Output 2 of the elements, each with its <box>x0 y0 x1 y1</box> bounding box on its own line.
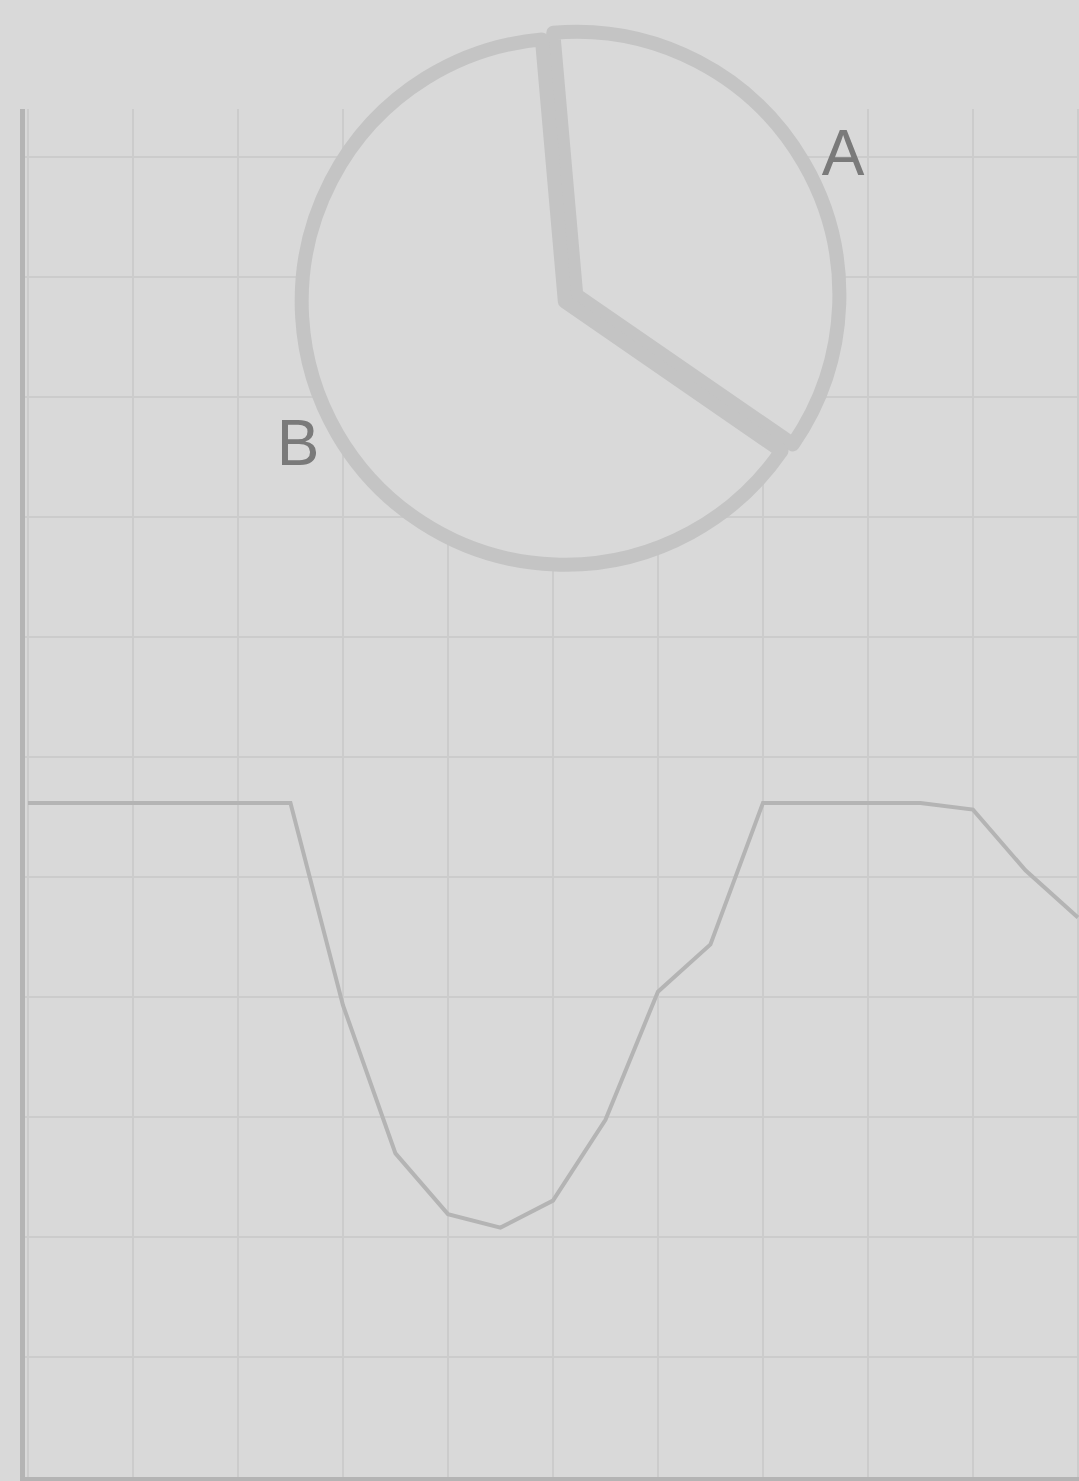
slice-label: A <box>821 117 865 190</box>
slice-label: B <box>276 407 320 480</box>
